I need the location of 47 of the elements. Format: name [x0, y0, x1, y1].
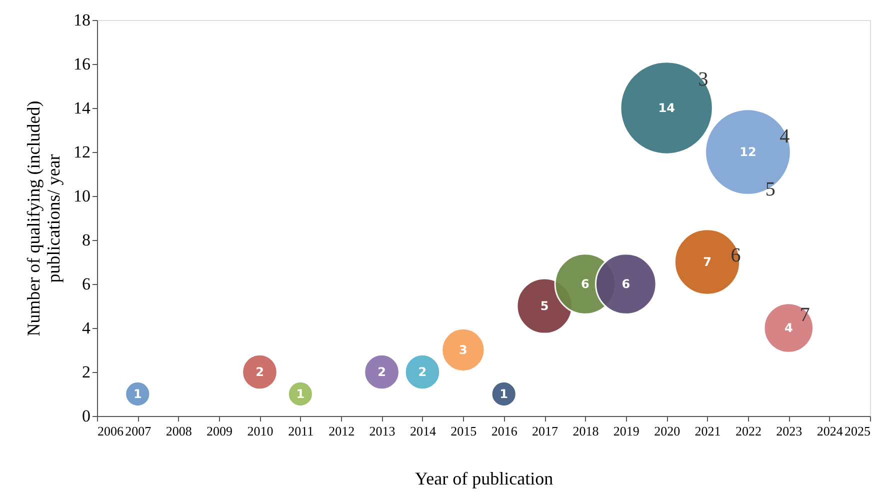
data-label: 1	[134, 387, 142, 401]
x-tick-label: 2018	[572, 424, 599, 438]
x-tick-label: 2011	[288, 424, 314, 438]
y-tick-label: 0	[82, 406, 90, 426]
x-tick-label: 2007	[125, 424, 152, 438]
x-tick-label: 2010	[247, 424, 274, 438]
data-label: 12	[740, 145, 756, 159]
x-tick-label: 2025	[844, 424, 870, 438]
x-axis-title: Year of publication	[414, 468, 554, 488]
data-label: 1	[500, 387, 508, 401]
data-label: 14	[658, 101, 675, 115]
x-tick-label: 2020	[654, 424, 680, 438]
x-tick-label: 2019	[613, 424, 640, 438]
data-label: 4	[784, 321, 793, 335]
x-tick-label: 2008	[166, 424, 192, 438]
y-tick-label: 16	[74, 54, 90, 74]
x-tick-label: 2017	[532, 424, 559, 438]
data-label: 5	[540, 299, 549, 313]
y-tick-label: 8	[82, 230, 90, 250]
data-label: 2	[256, 365, 264, 379]
data-label: 3	[458, 343, 468, 357]
data-label: 6	[581, 277, 590, 291]
data-label: 7	[703, 255, 712, 269]
y-tick-label: 2	[82, 362, 90, 382]
x-tick-label: 2022	[735, 424, 762, 438]
y-tick-label: 18	[74, 10, 90, 30]
y-tick-label: 4	[82, 318, 91, 338]
x-tick-label: 2012	[328, 424, 355, 438]
y-tick-label: 14	[74, 98, 91, 118]
x-tick-label: 2016	[491, 424, 518, 438]
y-tick-label: 6	[82, 274, 90, 294]
x-tick-label: 2013	[369, 424, 396, 438]
x-tick-label: 2014	[410, 424, 436, 438]
x-tick-label: 2021	[694, 424, 721, 438]
x-tick-label: 2009	[206, 424, 233, 438]
x-tick-label: 2015	[450, 424, 477, 438]
annotation: 7	[800, 304, 810, 326]
x-tick-label: 2024	[816, 424, 844, 438]
data-label: 2	[418, 365, 427, 379]
data-label: 1	[296, 387, 305, 401]
y-tick-label: 10	[74, 186, 90, 206]
data-label: 2	[378, 365, 386, 379]
y-tick-label: 12	[74, 142, 90, 162]
data-label: 6	[622, 277, 630, 291]
y-axis-title: Number of qualifying (included) publications/ year	[24, 100, 64, 336]
x-tick-label: 2006	[98, 424, 124, 438]
x-tick-label: 2023	[776, 424, 802, 438]
